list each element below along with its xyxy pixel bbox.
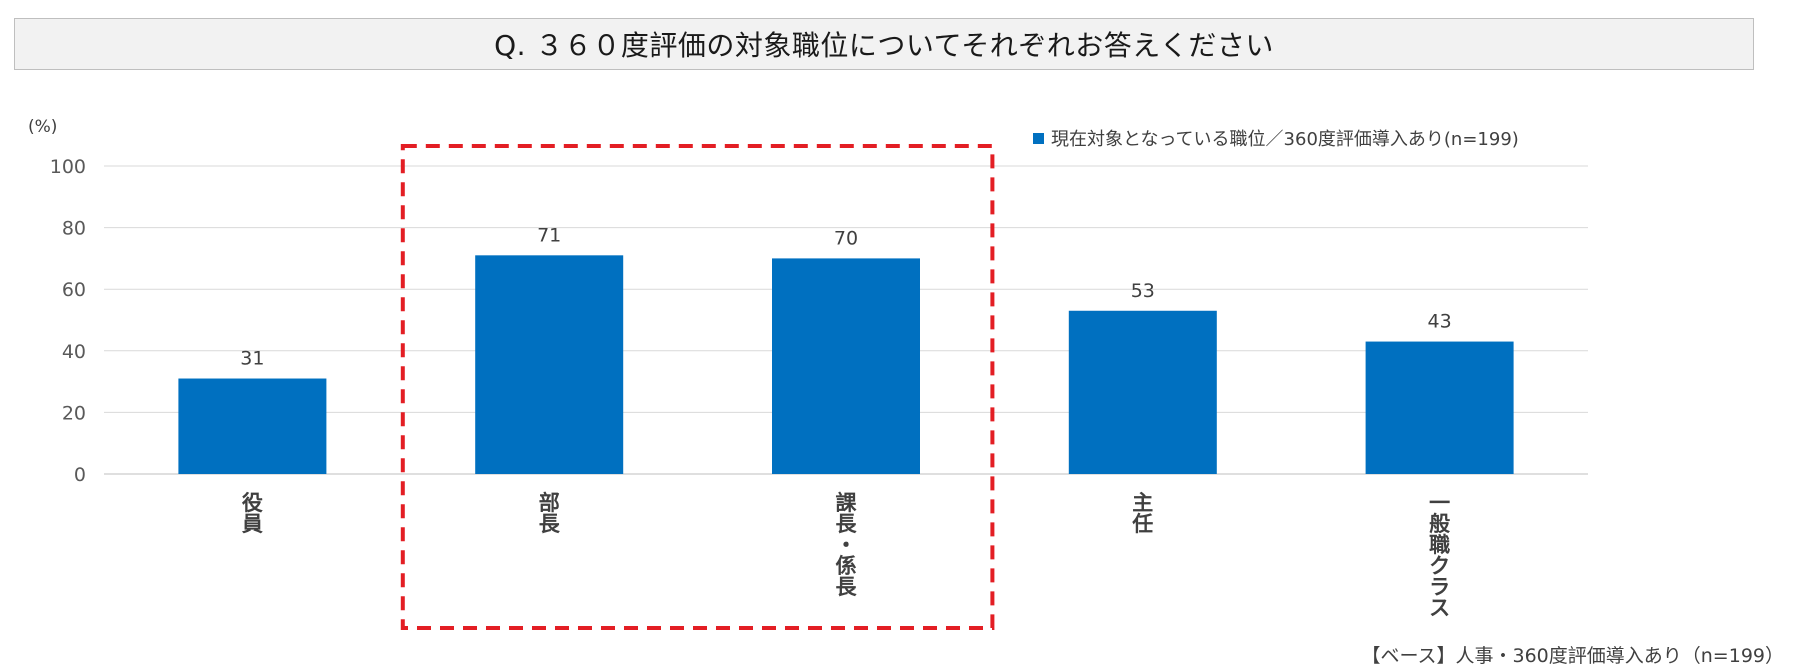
category-label: 部長 bbox=[539, 491, 561, 536]
bar bbox=[178, 379, 326, 474]
category-label: 課長・係長 bbox=[836, 491, 858, 599]
data-label: 31 bbox=[240, 348, 264, 370]
bar bbox=[772, 258, 920, 474]
data-label: 53 bbox=[1131, 280, 1155, 302]
y-tick-label: 40 bbox=[62, 341, 86, 363]
category-label: 一般職クラス bbox=[1429, 491, 1450, 620]
y-tick-label: 0 bbox=[74, 464, 86, 486]
y-tick-label: 60 bbox=[62, 279, 86, 301]
category-label: 主任 bbox=[1131, 491, 1153, 536]
data-label: 70 bbox=[834, 227, 858, 249]
data-label: 43 bbox=[1428, 311, 1452, 333]
bar bbox=[475, 255, 623, 474]
bar bbox=[1366, 342, 1514, 474]
y-axis-label: (%) bbox=[28, 117, 57, 137]
legend-label: 現在対象となっている職位／360度評価導入あり(n=199) bbox=[1051, 129, 1519, 150]
bar bbox=[1069, 311, 1217, 474]
base-footnote: 【ベース】人事・360度評価導入あり（n=199） bbox=[1361, 641, 1784, 668]
y-tick-label: 20 bbox=[62, 402, 86, 424]
y-tick-label: 100 bbox=[50, 156, 86, 178]
category-label: 役員 bbox=[241, 491, 263, 536]
y-tick-label: 80 bbox=[62, 218, 86, 240]
legend-swatch bbox=[1033, 133, 1044, 144]
data-label: 71 bbox=[537, 224, 561, 246]
